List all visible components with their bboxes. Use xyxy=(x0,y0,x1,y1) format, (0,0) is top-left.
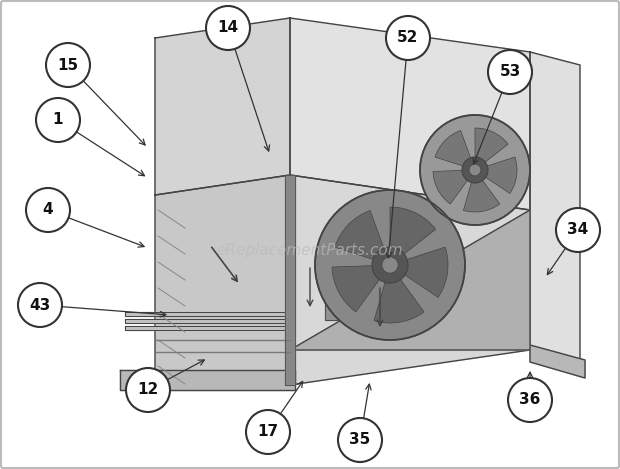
Text: 17: 17 xyxy=(257,424,278,439)
Circle shape xyxy=(338,418,382,462)
Circle shape xyxy=(46,43,90,87)
Text: 52: 52 xyxy=(397,30,419,45)
Circle shape xyxy=(18,283,62,327)
Polygon shape xyxy=(125,312,290,316)
Circle shape xyxy=(556,208,600,252)
Text: 15: 15 xyxy=(58,58,79,73)
Text: 34: 34 xyxy=(567,222,588,237)
Polygon shape xyxy=(360,270,395,320)
Circle shape xyxy=(246,410,290,454)
Wedge shape xyxy=(463,170,500,212)
Circle shape xyxy=(462,157,488,183)
Circle shape xyxy=(508,378,552,422)
Polygon shape xyxy=(125,319,290,323)
Wedge shape xyxy=(475,157,517,194)
Polygon shape xyxy=(120,370,295,390)
Circle shape xyxy=(26,188,70,232)
Circle shape xyxy=(372,247,408,283)
Polygon shape xyxy=(155,18,290,195)
Text: 12: 12 xyxy=(138,383,159,398)
Polygon shape xyxy=(155,175,290,385)
Circle shape xyxy=(469,164,481,176)
Polygon shape xyxy=(530,345,585,378)
Text: 35: 35 xyxy=(350,432,371,447)
Circle shape xyxy=(126,368,170,412)
Text: 43: 43 xyxy=(29,297,51,312)
Polygon shape xyxy=(325,270,355,320)
Circle shape xyxy=(382,257,398,273)
Wedge shape xyxy=(475,128,508,170)
Polygon shape xyxy=(290,210,530,350)
Polygon shape xyxy=(290,18,530,210)
Polygon shape xyxy=(125,326,290,330)
Circle shape xyxy=(488,50,532,94)
Wedge shape xyxy=(332,265,390,312)
Text: 14: 14 xyxy=(218,21,239,36)
Wedge shape xyxy=(335,211,390,265)
Polygon shape xyxy=(530,52,580,360)
Text: 36: 36 xyxy=(520,393,541,408)
Text: 53: 53 xyxy=(499,65,521,80)
Wedge shape xyxy=(433,170,475,204)
Polygon shape xyxy=(400,270,435,320)
Text: 4: 4 xyxy=(43,203,53,218)
Circle shape xyxy=(420,115,530,225)
Text: eReplacementParts.com: eReplacementParts.com xyxy=(216,242,404,257)
Wedge shape xyxy=(390,247,448,297)
Circle shape xyxy=(315,190,465,340)
Wedge shape xyxy=(390,207,436,265)
Circle shape xyxy=(206,6,250,50)
Text: 1: 1 xyxy=(53,113,63,128)
Circle shape xyxy=(386,16,430,60)
Wedge shape xyxy=(435,130,475,170)
Polygon shape xyxy=(285,175,295,385)
Circle shape xyxy=(36,98,80,142)
Polygon shape xyxy=(290,175,530,385)
Wedge shape xyxy=(374,265,424,323)
